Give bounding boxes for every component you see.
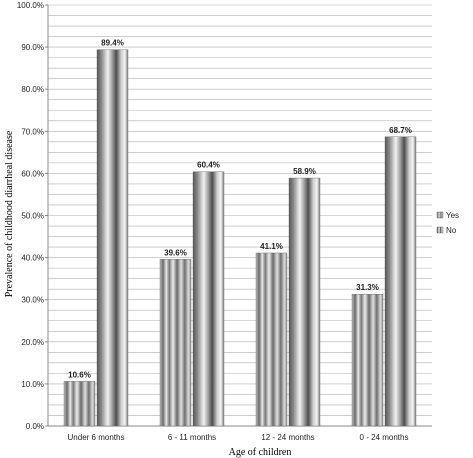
bar-no-3 — [384, 136, 417, 427]
y-tick-label: 100.0% — [17, 1, 44, 10]
category-label: 6 - 11 months — [168, 433, 216, 442]
legend-swatch-yes — [436, 211, 444, 219]
y-tick-label: 90.0% — [21, 43, 44, 52]
y-tick-label: 60.0% — [21, 169, 44, 178]
y-tick-label: 50.0% — [21, 212, 44, 221]
y-tick-label: 0.0% — [26, 422, 44, 431]
y-tick-label: 40.0% — [21, 254, 44, 263]
data-labels: 10.6% 89.4% 39.6% 60.4% 41.1% 58.9% 31.3% 68.7% — [68, 39, 412, 380]
y-tick-label: 10.0% — [21, 380, 44, 389]
data-label: 68.7% — [389, 126, 412, 135]
bars — [63, 49, 417, 427]
bar-no-1 — [192, 171, 225, 427]
bar-yes-2 — [255, 252, 288, 427]
category-label: Under 6 months — [68, 433, 125, 442]
bar-no-2 — [288, 177, 321, 427]
x-axis-title: Age of children — [229, 447, 292, 458]
category-label: 0 - 24 months — [360, 433, 409, 442]
y-axis-title: Prevalence of childhood diarrheal diseas… — [4, 130, 15, 297]
data-label: 10.6% — [68, 370, 91, 379]
legend: Yes No — [436, 211, 459, 235]
y-tick-label: 20.0% — [21, 338, 44, 347]
y-tick-label: 80.0% — [21, 85, 44, 94]
data-label: 39.6% — [164, 248, 187, 257]
legend-label-no: No — [446, 226, 457, 235]
data-label: 58.9% — [293, 167, 316, 176]
y-tick-labels: 0.0% 10.0% 20.0% 30.0% 40.0% 50.0% 60.0% 70.0% 8… — [17, 1, 44, 431]
category-label: 12 - 24 months — [261, 433, 314, 442]
legend-swatch-no — [436, 226, 444, 234]
data-label: 60.4% — [197, 161, 220, 170]
y-tick-label: 30.0% — [21, 296, 44, 305]
category-labels: Under 6 months 6 - 11 months 12 - 24 month… — [68, 433, 409, 442]
bar-no-0 — [96, 49, 129, 427]
bar-yes-0 — [63, 381, 96, 427]
data-label: 31.3% — [356, 283, 379, 292]
y-tick-label: 70.0% — [21, 127, 44, 136]
data-label: 89.4% — [101, 39, 124, 48]
legend-label-yes: Yes — [446, 211, 459, 220]
data-label: 41.1% — [260, 242, 283, 251]
bar-yes-1 — [159, 259, 192, 427]
bar-yes-3 — [351, 294, 384, 427]
